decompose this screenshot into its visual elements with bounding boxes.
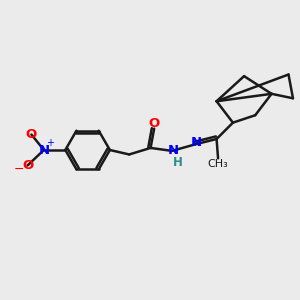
Text: O: O (26, 128, 37, 141)
Text: N: N (168, 144, 179, 158)
Text: O: O (22, 159, 33, 172)
Text: N: N (38, 143, 50, 157)
Text: O: O (148, 117, 160, 130)
Text: +: + (46, 139, 54, 148)
Text: CH₃: CH₃ (208, 159, 228, 169)
Text: N: N (191, 136, 202, 149)
Text: H: H (172, 156, 182, 169)
Text: −: − (14, 164, 25, 176)
